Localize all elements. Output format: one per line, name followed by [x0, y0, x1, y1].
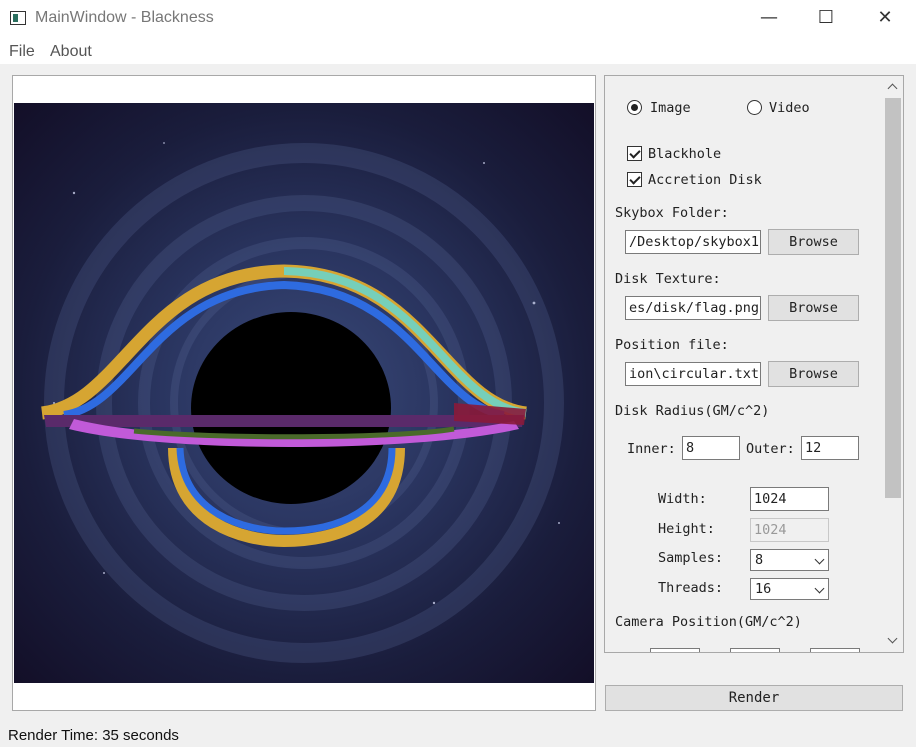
mode-image-label: Image	[650, 100, 691, 116]
status-bar-text: Render Time: 35 seconds	[8, 727, 179, 744]
title-bar: MainWindow - Blackness — ☐ ✕	[0, 0, 916, 38]
minimize-button[interactable]: —	[760, 7, 778, 28]
menu-file[interactable]: File	[9, 43, 35, 60]
threads-select[interactable]: 16	[750, 578, 829, 600]
position-file-input[interactable]: ion\circular.txt	[625, 362, 761, 386]
window-title: MainWindow - Blackness	[35, 9, 214, 26]
disk-texture-browse-button[interactable]: Browse	[768, 295, 859, 321]
inner-radius-label: Inner:	[627, 441, 676, 457]
chevron-down-icon	[814, 583, 825, 594]
camera-z-input[interactable]	[810, 648, 860, 652]
scroll-up-icon[interactable]	[887, 83, 898, 94]
mode-image-radio[interactable]	[627, 100, 642, 115]
blackhole-render-image	[14, 103, 594, 683]
outer-radius-input[interactable]: 12	[801, 436, 859, 460]
camera-x-input[interactable]	[650, 648, 700, 652]
settings-scrollbar[interactable]	[883, 76, 903, 652]
render-button[interactable]: Render	[605, 685, 903, 711]
width-label: Width:	[658, 491, 707, 507]
position-file-browse-button[interactable]: Browse	[768, 361, 859, 387]
height-label: Height:	[658, 521, 715, 537]
scroll-down-icon[interactable]	[887, 633, 898, 644]
camera-y-input[interactable]	[730, 648, 780, 652]
accretion-disk-label: Accretion Disk	[648, 172, 762, 188]
inner-radius-input[interactable]: 8	[682, 436, 740, 460]
blackhole-label: Blackhole	[648, 146, 722, 162]
app-icon	[10, 11, 26, 25]
skybox-browse-button[interactable]: Browse	[768, 229, 859, 255]
scrollbar-thumb[interactable]	[885, 98, 901, 498]
chevron-down-icon	[814, 554, 825, 565]
disk-radius-label: Disk Radius(GM/c^2)	[615, 403, 770, 419]
menu-bar: File About	[0, 38, 916, 64]
camera-position-label: Camera Position(GM/c^2)	[615, 614, 802, 630]
skybox-folder-label: Skybox Folder:	[615, 205, 729, 221]
maximize-button[interactable]: ☐	[817, 7, 835, 28]
menu-about[interactable]: About	[50, 43, 92, 60]
mode-video-label: Video	[769, 100, 810, 116]
settings-panel: Image Video Blackhole Accretion Disk Sky…	[604, 75, 904, 653]
disk-texture-input[interactable]: es/disk/flag.png	[625, 296, 761, 320]
skybox-folder-input[interactable]: /Desktop/skybox1	[625, 230, 761, 254]
samples-value: 8	[755, 552, 764, 568]
disk-texture-label: Disk Texture:	[615, 271, 721, 287]
accretion-disk-checkbox[interactable]	[627, 172, 642, 187]
position-file-label: Position file:	[615, 337, 729, 353]
samples-label: Samples:	[658, 550, 724, 566]
width-input[interactable]: 1024	[750, 487, 829, 511]
outer-radius-label: Outer:	[746, 441, 795, 457]
close-button[interactable]: ✕	[877, 7, 893, 28]
threads-value: 16	[755, 581, 772, 597]
threads-label: Threads:	[658, 580, 724, 596]
render-view	[12, 75, 596, 711]
height-input: 1024	[750, 518, 829, 542]
mode-video-radio[interactable]	[747, 100, 762, 115]
samples-select[interactable]: 8	[750, 549, 829, 571]
blackhole-checkbox[interactable]	[627, 146, 642, 161]
